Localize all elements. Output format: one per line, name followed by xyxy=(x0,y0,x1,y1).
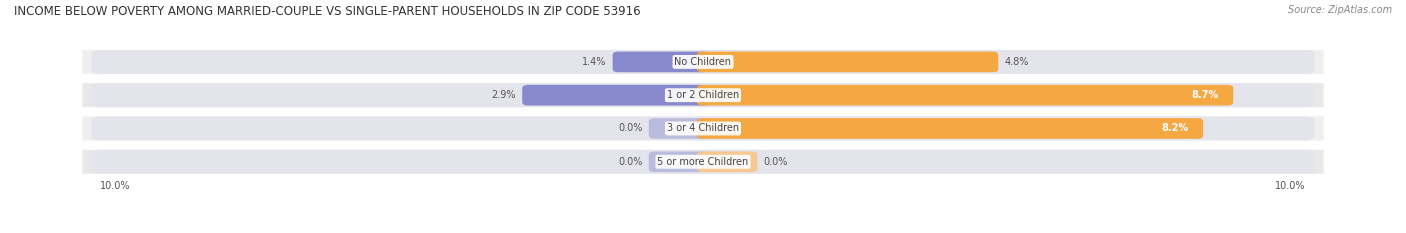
FancyBboxPatch shape xyxy=(91,50,1315,74)
Text: 1 or 2 Children: 1 or 2 Children xyxy=(666,90,740,100)
FancyBboxPatch shape xyxy=(648,151,709,172)
Text: 0.0%: 0.0% xyxy=(619,123,643,134)
FancyBboxPatch shape xyxy=(697,151,758,172)
Text: 5 or more Children: 5 or more Children xyxy=(658,157,748,167)
FancyBboxPatch shape xyxy=(83,50,1323,74)
FancyBboxPatch shape xyxy=(697,118,1204,139)
Text: No Children: No Children xyxy=(675,57,731,67)
Legend: Married Couples, Single Parents: Married Couples, Single Parents xyxy=(599,231,807,233)
FancyBboxPatch shape xyxy=(91,83,1315,107)
FancyBboxPatch shape xyxy=(697,85,1233,106)
Text: Source: ZipAtlas.com: Source: ZipAtlas.com xyxy=(1288,5,1392,15)
FancyBboxPatch shape xyxy=(83,116,1323,140)
FancyBboxPatch shape xyxy=(648,118,709,139)
FancyBboxPatch shape xyxy=(522,85,709,106)
Text: 8.7%: 8.7% xyxy=(1191,90,1218,100)
Text: 2.9%: 2.9% xyxy=(492,90,516,100)
FancyBboxPatch shape xyxy=(91,150,1315,174)
FancyBboxPatch shape xyxy=(91,116,1315,140)
FancyBboxPatch shape xyxy=(83,83,1323,107)
Text: 10.0%: 10.0% xyxy=(100,181,131,191)
FancyBboxPatch shape xyxy=(83,150,1323,174)
Text: 10.0%: 10.0% xyxy=(1275,181,1306,191)
Text: INCOME BELOW POVERTY AMONG MARRIED-COUPLE VS SINGLE-PARENT HOUSEHOLDS IN ZIP COD: INCOME BELOW POVERTY AMONG MARRIED-COUPL… xyxy=(14,5,641,18)
Text: 1.4%: 1.4% xyxy=(582,57,606,67)
FancyBboxPatch shape xyxy=(613,51,709,72)
Text: 8.2%: 8.2% xyxy=(1161,123,1188,134)
Text: 0.0%: 0.0% xyxy=(619,157,643,167)
FancyBboxPatch shape xyxy=(697,51,998,72)
Text: 3 or 4 Children: 3 or 4 Children xyxy=(666,123,740,134)
Text: 4.8%: 4.8% xyxy=(1004,57,1029,67)
Text: 0.0%: 0.0% xyxy=(763,157,787,167)
